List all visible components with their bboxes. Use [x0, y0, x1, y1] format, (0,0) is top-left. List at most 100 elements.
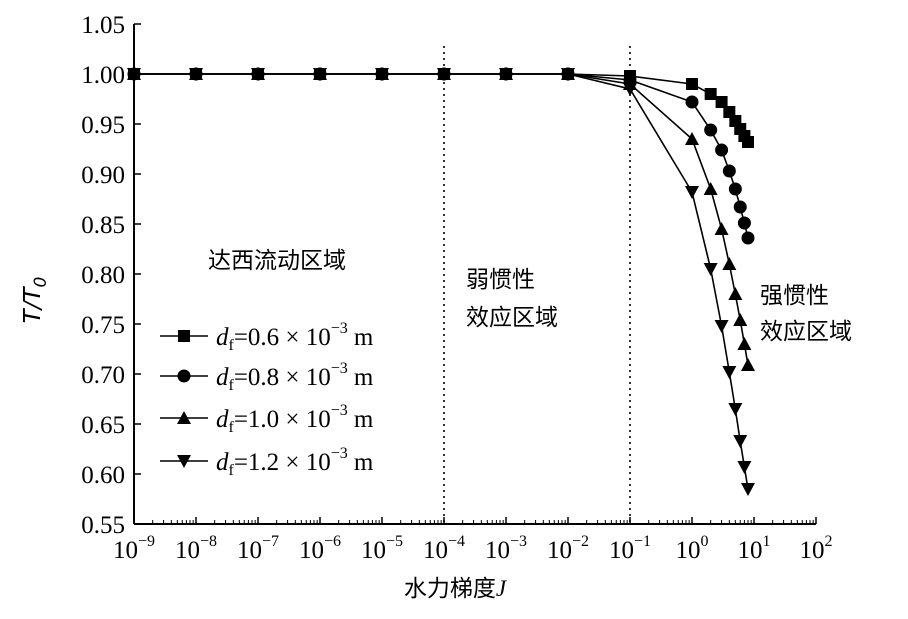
x-tick-base: 10 — [361, 537, 386, 564]
legend-item: df=0.8 × 10−3 m — [160, 360, 374, 394]
x-tick-exp: −7 — [262, 533, 279, 550]
legend: df=0.6 × 10−3 m df=0.8 × 10−3 m df=1.0 × 10−… — [160, 320, 374, 479]
y-axis-title: T/T0 — [20, 277, 51, 324]
legend-item: df=1.2 × 10−3 m — [160, 445, 374, 479]
x-axis-title-var: J — [496, 576, 508, 601]
data-point — [741, 231, 755, 245]
x-tick-label: 10−4 — [423, 533, 465, 564]
data-point — [733, 313, 748, 326]
data-point — [722, 164, 736, 178]
data-point — [704, 88, 717, 100]
legend-marker — [177, 455, 191, 468]
series-line — [134, 73, 749, 366]
data-point — [737, 216, 751, 230]
series-1 — [127, 67, 755, 245]
data-point — [728, 182, 742, 196]
x-tick-label: 10−2 — [547, 533, 589, 564]
legend-item: df=0.6 × 10−3 m — [160, 320, 374, 354]
data-point — [728, 287, 743, 300]
data-point — [561, 68, 575, 81]
data-point — [722, 366, 737, 379]
y-tick-label: 0.95 — [81, 112, 125, 139]
data-point — [437, 68, 451, 81]
x-tick-label: 10−3 — [485, 533, 527, 564]
legend-label: df=1.0 × 10−3 m — [216, 402, 374, 436]
data-point — [733, 200, 747, 214]
y-axis-ticks: 0.55 0.60 0.65 0.70 0.75 0.80 0.85 0.90 0.95 1.00… — [81, 12, 141, 539]
x-tick-label: 10−1 — [609, 533, 651, 564]
data-point — [704, 123, 718, 137]
y-tick-label: 0.65 — [81, 412, 125, 439]
region-label-strong-line1: 强惯性 — [760, 283, 829, 309]
legend-marker — [178, 330, 190, 342]
data-point — [127, 68, 141, 81]
legend-label: df=0.6 × 10−3 m — [216, 320, 374, 354]
x-tick-exp: −9 — [138, 533, 155, 550]
data-point — [715, 143, 729, 157]
data-point — [623, 83, 637, 96]
x-tick-label: 10−9 — [113, 533, 155, 564]
data-point — [714, 320, 729, 333]
x-tick-base: 10 — [485, 537, 510, 564]
x-axis-ticks: 10−9 10−8 10−7 10−6 10−5 10−4 10−3 10−2 10−1 100 1… — [113, 517, 833, 564]
data-point — [686, 78, 698, 90]
x-tick-label: 100 — [676, 533, 709, 564]
x-tick-base: 10 — [609, 537, 634, 564]
x-tick-exp: −4 — [448, 533, 465, 550]
x-tick-base: 10 — [738, 537, 763, 564]
x-axis-title: 水力梯度J — [404, 576, 508, 602]
data-point — [189, 68, 203, 81]
x-tick-exp: −3 — [510, 533, 527, 550]
region-label-darcy: 达西流动区域 — [208, 248, 346, 274]
x-tick-base: 10 — [175, 537, 200, 564]
y-axis-title-main: T/T — [20, 286, 46, 324]
y-axis-title-sub: 0 — [31, 277, 51, 288]
data-point — [722, 257, 737, 270]
x-tick-exp: −6 — [324, 533, 341, 550]
x-tick-base: 10 — [113, 537, 138, 564]
data-point — [715, 96, 728, 108]
data-point — [685, 132, 699, 145]
data-point — [685, 95, 699, 109]
x-tick-exp: 1 — [763, 533, 771, 550]
series-line — [134, 73, 749, 239]
data-point — [737, 461, 752, 474]
legend-marker — [177, 369, 191, 383]
series-layer — [127, 67, 755, 496]
x-tick-exp: −8 — [200, 533, 217, 550]
y-tick-label: 0.55 — [81, 512, 125, 539]
region-label-strong-inertia: 强惯性 效应区域 — [760, 283, 852, 345]
x-tick-exp: 2 — [825, 533, 833, 550]
data-point — [703, 182, 718, 195]
region-label-weak-line2: 效应区域 — [466, 305, 558, 331]
x-tick-label: 10−7 — [237, 533, 279, 564]
y-tick-label: 0.90 — [81, 162, 125, 189]
x-tick-base: 10 — [423, 537, 448, 564]
y-tick-label: 0.70 — [81, 362, 125, 389]
data-point — [499, 68, 513, 81]
x-tick-base: 10 — [676, 537, 701, 564]
legend-item: df=1.0 × 10−3 m — [160, 402, 374, 436]
data-point — [728, 403, 743, 416]
x-tick-label: 102 — [800, 533, 833, 564]
legend-marker — [177, 411, 191, 424]
data-point — [714, 222, 729, 235]
data-point — [685, 186, 699, 199]
y-tick-label: 1.00 — [81, 62, 125, 89]
x-axis-title-main: 水力梯度 — [404, 576, 496, 602]
data-point — [741, 136, 754, 148]
x-tick-base: 10 — [547, 537, 572, 564]
x-tick-base: 10 — [800, 537, 825, 564]
region-label-strong-line2: 效应区域 — [760, 319, 852, 345]
x-tick-base: 10 — [299, 537, 324, 564]
x-tick-label: 10−8 — [175, 533, 217, 564]
data-point — [313, 68, 327, 81]
x-tick-label: 101 — [738, 533, 771, 564]
x-tick-exp: −2 — [572, 533, 589, 550]
data-point — [737, 337, 752, 350]
data-point — [703, 263, 718, 276]
data-point — [740, 358, 755, 371]
x-tick-exp: −1 — [634, 533, 651, 550]
y-tick-label: 0.85 — [81, 212, 125, 239]
